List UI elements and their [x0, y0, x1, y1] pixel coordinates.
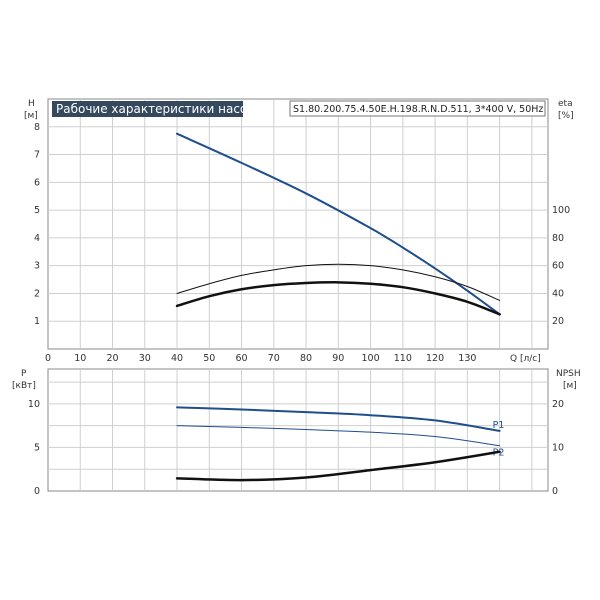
y-left-tick-label: 7	[34, 150, 40, 161]
y-left-tick-label: 8	[34, 122, 40, 133]
y-left-tick-label: 3	[34, 261, 40, 272]
lower-tick-labels: 0 5 10 0 10 20	[28, 399, 564, 497]
p1-power-curve	[176, 406, 501, 432]
y-left-unit-p: [кВт]	[12, 381, 36, 391]
series-label-p1: P1	[493, 420, 505, 431]
x-tick-label: 130	[458, 353, 476, 364]
efficiency-curve-thick	[175, 281, 501, 316]
y-right-tick-label: 20	[552, 316, 564, 327]
x-tick-label: 80	[300, 353, 312, 364]
y-left-label-p: P	[21, 369, 27, 379]
y-left-tick-label: 4	[34, 233, 40, 244]
p-tick-label: 0	[34, 486, 40, 497]
y-right-tick-label: 100	[552, 205, 570, 216]
y-right-tick-label: 40	[552, 288, 564, 299]
efficiency-curve-thin	[176, 263, 501, 301]
lower-grid	[48, 369, 548, 491]
y-left-unit-h: [м]	[24, 111, 38, 121]
y-left-label-h: H	[28, 99, 35, 109]
head-curve	[176, 132, 501, 316]
model-box	[289, 100, 546, 117]
x-tick-label: 60	[236, 353, 248, 364]
lower-plot-frame	[47, 368, 549, 492]
x-tick-label: 110	[394, 353, 412, 364]
npsh-tick-label: 20	[552, 399, 564, 410]
title-box	[52, 101, 243, 117]
p-tick-label: 5	[34, 442, 40, 453]
upper-series-group	[175, 132, 501, 316]
x-tick-label: 10	[74, 353, 86, 364]
npsh-tick-label: 10	[552, 442, 564, 453]
x-tick-label: 0	[45, 353, 51, 364]
npsh-tick-label: 0	[552, 486, 558, 497]
y-right-tick-label: 80	[552, 233, 564, 244]
y-right-tick-label: 60	[552, 261, 564, 272]
x-tick-label: 40	[171, 353, 183, 364]
y-left-tick-label: 1	[34, 316, 40, 327]
npsh-curve	[175, 450, 501, 482]
y-left-tick-label: 6	[34, 177, 40, 188]
x-tick-label: 70	[268, 353, 280, 364]
x-tick-label: 120	[426, 353, 444, 364]
x-tick-label: 20	[106, 353, 118, 364]
x-axis-label: Q [л/с]	[510, 354, 541, 364]
p2-power-curve	[176, 425, 501, 447]
x-tick-label: 30	[139, 353, 151, 364]
y-left-tick-label: 5	[34, 205, 40, 216]
y-right-label-eta: eta	[558, 99, 573, 109]
upper-panel: Рабочие характеристики насоса S1.80.200.…	[24, 98, 574, 364]
pump-model-label: S1.80.200.75.4.50E.H.198.R.N.D.511, 3*40…	[293, 104, 543, 115]
y-right-label-npsh: NPSH	[556, 369, 581, 379]
p-tick-label: 10	[28, 399, 40, 410]
x-tick-label: 50	[203, 353, 215, 364]
chart-title: Рабочие характеристики насоса	[56, 102, 261, 116]
x-tick-label: 100	[362, 353, 380, 364]
upper-grid	[48, 99, 548, 349]
x-tick-label: 90	[332, 353, 344, 364]
y-right-unit-npsh: [м]	[563, 381, 577, 391]
upper-plot-frame	[47, 98, 549, 350]
y-left-tick-label: 2	[34, 288, 40, 299]
y-right-unit-eta: [%]	[558, 111, 574, 121]
upper-tick-labels: 0 10 20 30 40 50 60 70 80 90 100 110 120 130 1 2 3 4 5 6 7 8 2…	[34, 122, 570, 364]
